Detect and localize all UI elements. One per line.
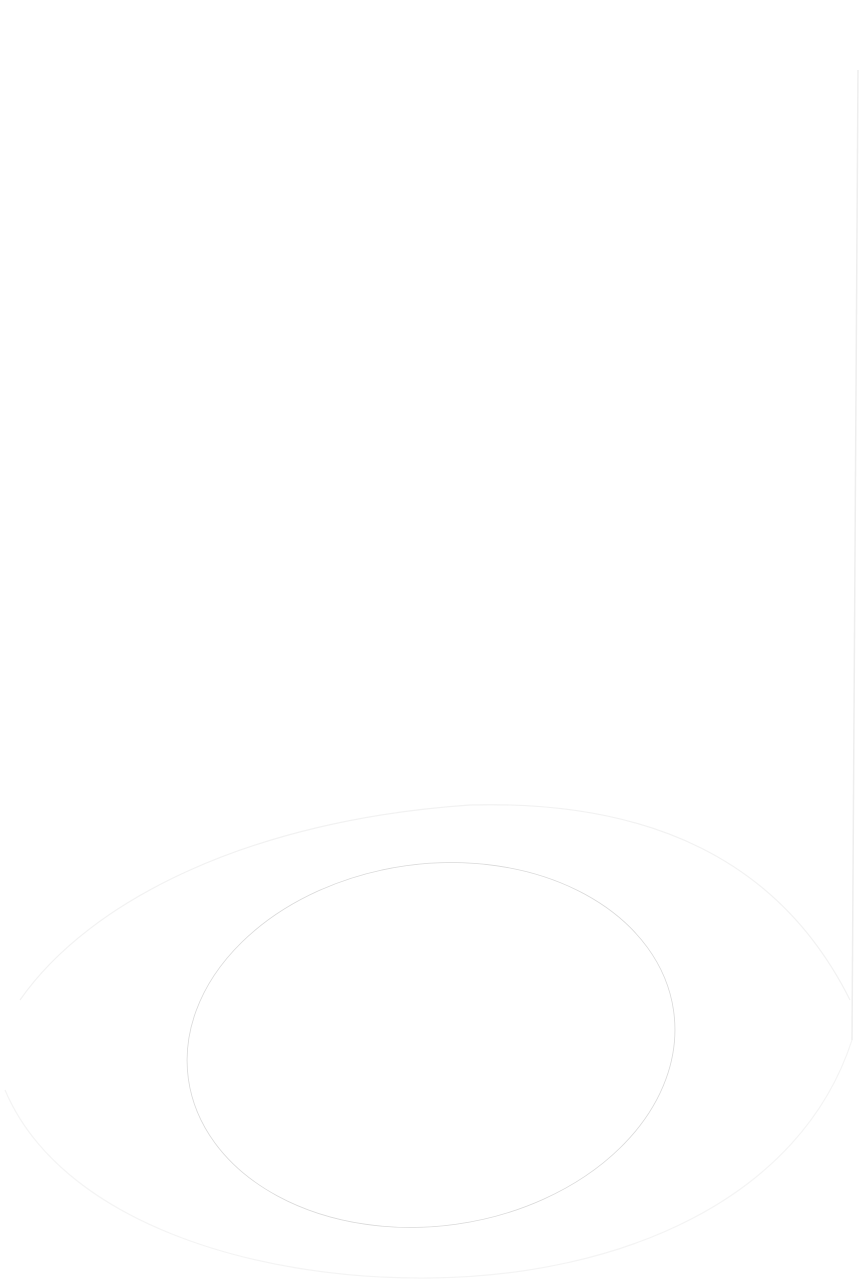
bottom-arc — [4, 1039, 853, 1279]
outer-rim-curve — [19, 804, 851, 1001]
inner-ellipse — [186, 862, 676, 1228]
right-edge-line — [851, 69, 859, 1041]
